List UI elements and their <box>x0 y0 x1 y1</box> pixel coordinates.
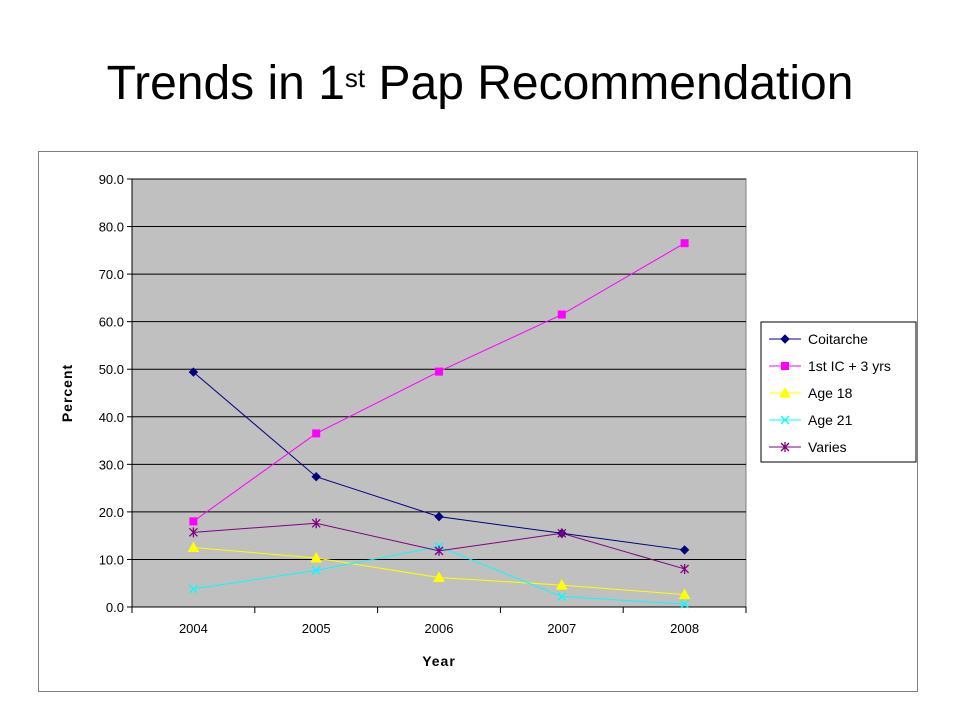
data-point <box>780 442 790 452</box>
y-tick-label: 30.0 <box>99 457 124 472</box>
data-point <box>312 429 321 438</box>
series-varies <box>188 518 690 574</box>
y-tick-label: 0.0 <box>106 600 124 615</box>
x-axis-title: Year <box>422 653 456 669</box>
x-tick-label: 2004 <box>179 621 208 636</box>
chart-frame: 0.0 10.0 20.0 30.0 40.0 50.0 60.0 70.0 80.0 90.0 2… <box>38 151 918 692</box>
data-point <box>557 592 567 601</box>
series-1st-ic-3-yrs <box>189 239 689 526</box>
title-rest: Pap Recommendation <box>365 57 854 110</box>
data-point <box>188 527 198 538</box>
y-tick-label: 40.0 <box>99 410 124 425</box>
y-tick-label: 50.0 <box>99 362 124 377</box>
series-coitarche <box>188 367 690 555</box>
x-tick-label: 2007 <box>547 621 576 636</box>
x-tick-label: 2006 <box>425 621 454 636</box>
data-point <box>311 471 321 482</box>
legend-label: Coitarche <box>808 331 868 347</box>
data-point <box>188 367 199 377</box>
legend-label: Age 18 <box>808 385 853 401</box>
data-point <box>187 541 200 553</box>
plot-area <box>131 178 747 608</box>
data-point <box>781 362 789 370</box>
data-point <box>188 584 198 594</box>
data-point <box>680 563 690 574</box>
data-point <box>679 545 690 555</box>
data-point <box>311 518 321 529</box>
y-tick-label: 80.0 <box>99 220 124 235</box>
data-point <box>557 310 566 319</box>
data-point <box>434 545 444 556</box>
data-point <box>310 551 323 563</box>
legend-label: Age 21 <box>808 412 853 428</box>
data-point <box>780 334 790 344</box>
data-point <box>311 565 321 575</box>
line-chart: 0.0 10.0 20.0 30.0 40.0 50.0 60.0 70.0 80.0 90.0 2… <box>59 172 917 669</box>
x-tick-label: 2008 <box>670 621 699 636</box>
data-point <box>557 528 567 539</box>
y-tick-label: 10.0 <box>99 552 124 567</box>
y-tick-label: 60.0 <box>99 315 124 330</box>
legend: Coitarche 1st IC + 3 yrs Age 18 Age 21 Varie… <box>760 321 917 463</box>
data-point <box>680 599 690 609</box>
data-point <box>680 239 689 248</box>
x-tick-label: 2005 <box>302 621 331 636</box>
y-tick-label: 90.0 <box>99 172 124 187</box>
data-point <box>434 511 444 522</box>
y-axis-title: Percent <box>59 364 75 422</box>
data-point <box>779 386 791 398</box>
y-tick-label: 70.0 <box>99 267 124 282</box>
data-point <box>189 517 198 526</box>
series-age-18 <box>187 541 691 600</box>
data-point <box>678 588 691 600</box>
legend-label: 1st IC + 3 yrs <box>808 358 891 374</box>
title-superscript: st <box>344 63 366 93</box>
data-point <box>435 367 443 376</box>
slide-title: Trends in 1st Pap Recommendation <box>0 57 960 111</box>
legend-label: Varies <box>808 439 847 455</box>
title-main: Trends in 1 <box>106 57 345 110</box>
data-point <box>555 579 568 590</box>
y-tick-label: 20.0 <box>99 505 124 520</box>
data-point <box>780 415 790 425</box>
data-point <box>433 571 445 583</box>
